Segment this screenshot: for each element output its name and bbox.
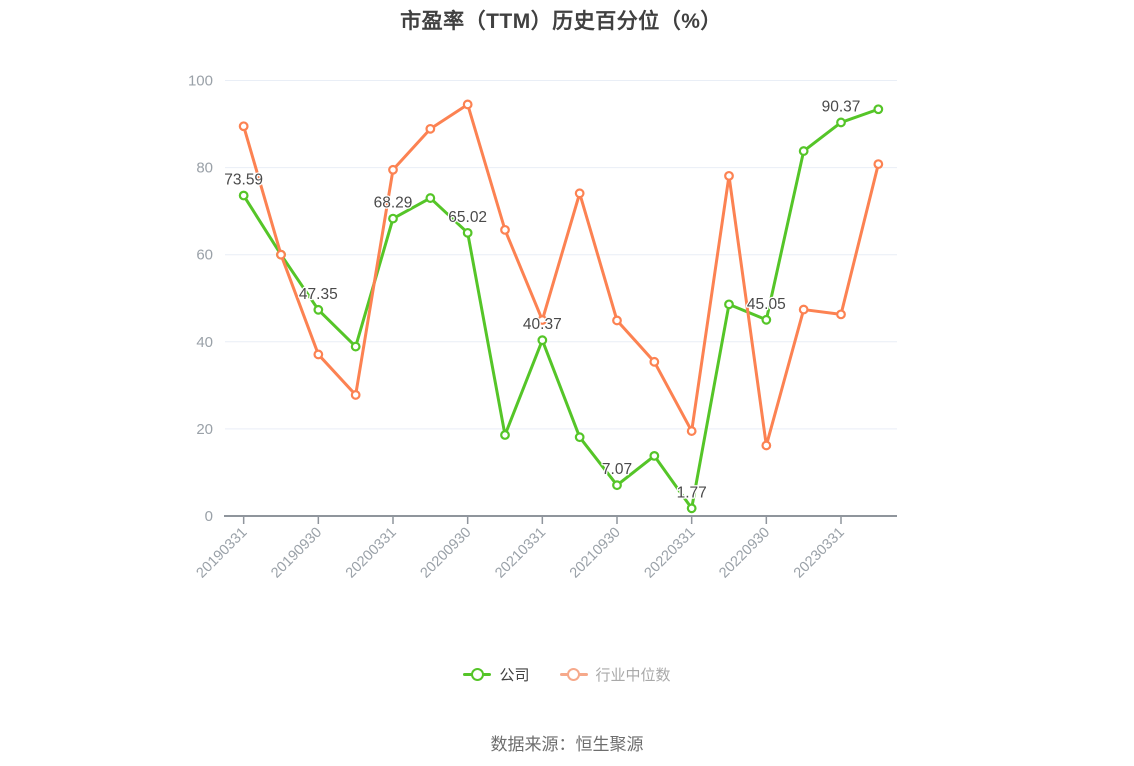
company-data-point[interactable] (761, 314, 772, 325)
company-point-value-label: 40.37 (523, 316, 562, 333)
company-series-line (242, 107, 880, 510)
industry-median-data-point[interactable] (313, 349, 324, 360)
company-data-point[interactable] (873, 104, 884, 115)
company-line-marker-icon (463, 668, 492, 682)
company-data-point[interactable] (798, 146, 809, 156)
industry-median-data-point[interactable] (761, 440, 772, 451)
company-data-point[interactable] (238, 190, 249, 201)
industry-median-data-point[interactable] (836, 309, 846, 320)
company-data-point[interactable] (500, 430, 510, 440)
company-data-point[interactable] (574, 432, 585, 443)
industry-median-data-point[interactable] (276, 249, 286, 260)
chart-title: 市盈率（TTM）历史百分位（%） (400, 10, 722, 33)
chart-legend: 公司 行业中位数 (0, 664, 1134, 685)
industry-median-data-point[interactable] (686, 426, 697, 436)
company-point-value-label: 65.02 (448, 209, 487, 226)
x-axis-tick-label: 20220331 (642, 525, 699, 582)
industry-median-series-line (242, 102, 880, 447)
company-data-point[interactable] (313, 304, 324, 315)
data-source-note: 数据来源：恒生聚源 (490, 735, 644, 754)
industry-line-marker-icon (559, 668, 588, 682)
legend-item-company[interactable]: 公司 (463, 664, 530, 685)
company-data-point[interactable] (836, 117, 846, 128)
company-data-point[interactable] (425, 193, 436, 203)
industry-median-data-point[interactable] (724, 170, 734, 181)
company-data-point[interactable] (462, 227, 473, 238)
industry-median-data-point[interactable] (500, 224, 510, 235)
x-axis-tick-label: 20220930 (716, 525, 773, 582)
company-data-point[interactable] (686, 503, 697, 514)
industry-median-data-point[interactable] (798, 304, 809, 315)
company-point-value-label: 1.77 (677, 484, 707, 501)
industry-median-data-point[interactable] (574, 188, 585, 199)
industry-median-data-point[interactable] (238, 121, 249, 132)
company-point-value-label: 68.29 (374, 195, 413, 212)
company-point-value-label: 73.59 (224, 172, 263, 189)
industry-median-data-point[interactable] (350, 390, 361, 400)
industry-median-data-point[interactable] (425, 123, 436, 134)
legend-item-industry-median[interactable]: 行业中位数 (559, 664, 671, 685)
industry-median-data-point[interactable] (537, 315, 548, 325)
y-axis-tick-label: 60 (196, 247, 213, 264)
x-axis-tick-label: 20190331 (194, 525, 251, 582)
y-axis-tick-label: 100 (188, 73, 213, 90)
company-data-point[interactable] (537, 335, 548, 346)
company-data-point[interactable] (724, 299, 734, 310)
y-axis-tick-label: 0 (205, 508, 213, 525)
y-axis-tick-label: 40 (196, 334, 213, 351)
company-data-point[interactable] (388, 213, 398, 224)
industry-median-data-point[interactable] (873, 159, 884, 170)
legend-label-industry-median: 行业中位数 (595, 667, 671, 684)
x-axis-tick-label: 20200930 (418, 525, 475, 582)
legend-label-company: 公司 (499, 667, 530, 684)
company-point-value-label: 90.37 (822, 98, 861, 115)
industry-median-data-point[interactable] (612, 315, 622, 326)
y-axis-tick-label: 80 (196, 160, 213, 177)
company-point-value-label: 7.07 (602, 461, 632, 478)
x-axis-tick-label: 20200331 (343, 525, 400, 582)
x-axis-tick-label: 20210930 (567, 525, 624, 582)
industry-median-data-point[interactable] (388, 164, 398, 175)
x-axis-tick-label: 20210331 (492, 525, 549, 582)
x-axis-tick-label: 20190930 (268, 525, 325, 582)
company-data-point[interactable] (649, 451, 660, 461)
industry-median-data-point[interactable] (462, 99, 473, 110)
company-point-value-label: 47.35 (299, 286, 338, 303)
industry-median-data-point[interactable] (649, 356, 660, 367)
y-axis-tick-label: 20 (196, 421, 213, 438)
x-axis-tick-label: 20230331 (791, 525, 848, 582)
company-data-point[interactable] (612, 480, 622, 491)
company-point-value-label: 45.05 (747, 296, 786, 313)
company-data-point[interactable] (350, 341, 361, 352)
